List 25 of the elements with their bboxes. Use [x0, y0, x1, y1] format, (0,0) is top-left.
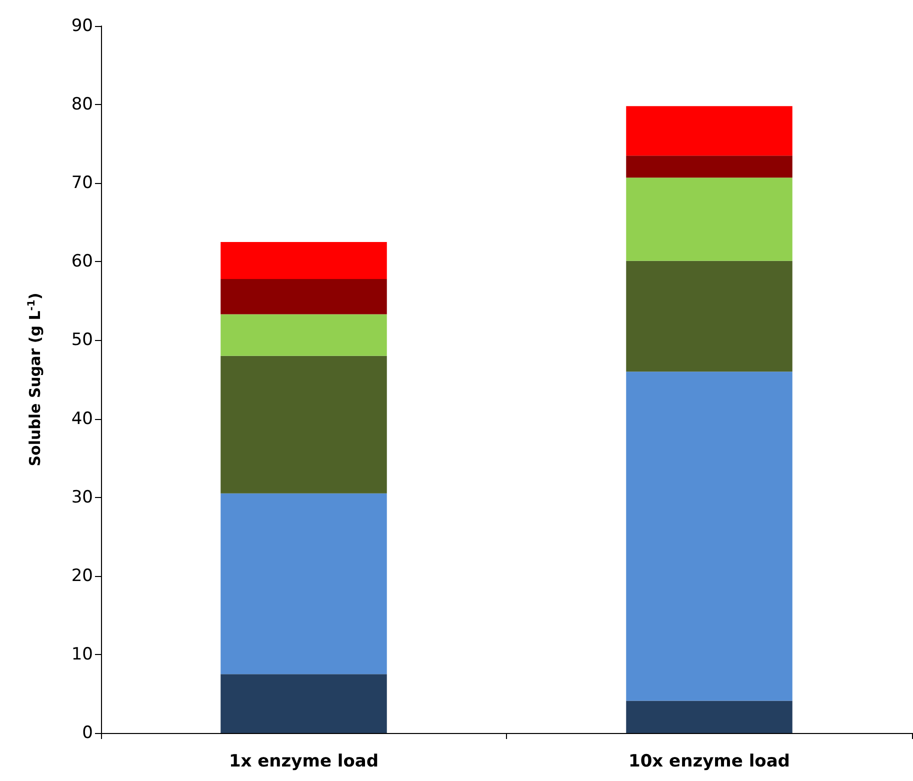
bar [220, 278, 387, 314]
bar [626, 156, 792, 178]
y-tick-label: 90 [71, 16, 93, 36]
y-tick-label: 40 [71, 408, 93, 429]
bar [220, 356, 387, 494]
bar [626, 178, 792, 261]
y-tick-label: 60 [71, 252, 93, 272]
y-tick-label: 50 [71, 330, 93, 350]
y-tick-label: 70 [71, 173, 93, 194]
y-tick-label: 0 [82, 723, 93, 743]
y-tick-label: 80 [71, 94, 93, 115]
bar [220, 242, 387, 279]
bar [626, 372, 792, 701]
x-tick-label: 1x enzyme load [228, 752, 379, 772]
bar [626, 260, 792, 372]
y-axis-title: Soluble Sugar (g L-1) [26, 292, 44, 466]
bar [220, 674, 387, 733]
y-tick-label: 20 [71, 566, 93, 586]
bar [626, 106, 792, 156]
x-tick-label: 10x enzyme load [628, 752, 790, 772]
y-tick-label: 10 [71, 644, 93, 664]
bar [220, 314, 387, 356]
bar [626, 700, 792, 733]
y-tick-label: 30 [71, 487, 93, 508]
bar [220, 493, 387, 674]
